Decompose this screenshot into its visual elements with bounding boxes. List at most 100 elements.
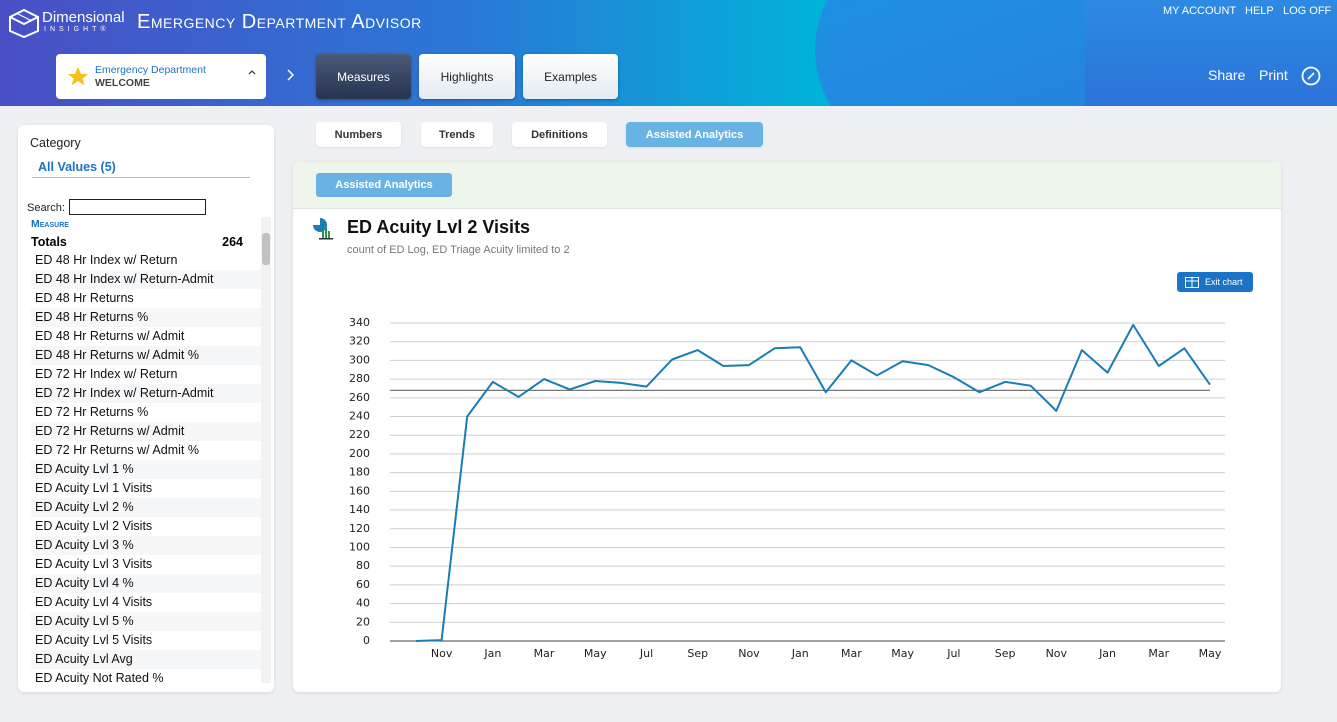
- x-tick-label: Jan: [1098, 647, 1116, 660]
- exit-chart-label: Exit chart: [1205, 277, 1243, 287]
- y-tick-label: 340: [349, 316, 370, 329]
- all-values[interactable]: All Values (5): [38, 160, 116, 174]
- assisted-analytics-button[interactable]: Assisted Analytics: [316, 173, 452, 197]
- data-line: [415, 323, 1211, 642]
- chevron: [287, 69, 294, 81]
- chart-panel: Assisted Analytics Exit chart ED Acuity …: [293, 162, 1281, 692]
- measure-item[interactable]: ED 72 Hr Index w/ Return-Admit: [31, 384, 263, 403]
- selector-arrows: [248, 70, 256, 75]
- chart-icon: [313, 218, 333, 240]
- measure-item[interactable]: ED Acuity Lvl 4 %: [31, 574, 263, 593]
- measure-item[interactable]: ED Acuity Lvl 2 %: [31, 498, 263, 517]
- totals-label: Totals: [31, 235, 67, 249]
- measure-item[interactable]: ED Acuity Lvl 4 Visits: [35, 595, 153, 609]
- divider: [32, 177, 250, 178]
- logo-icon: [9, 8, 39, 38]
- chart-subtitle: count of ED Log, ED Triage Acuity limite…: [347, 244, 570, 256]
- scroll-thumb[interactable]: [262, 233, 270, 265]
- y-tick-label: 80: [356, 559, 370, 572]
- y-tick-label: 140: [349, 503, 370, 516]
- measure-item[interactable]: ED Acuity Lvl 3 %: [31, 536, 263, 555]
- header: Dimensional INSIGHT® Emergency Departmen…: [0, 0, 1337, 106]
- y-tick-label: 200: [349, 447, 370, 460]
- brand: Dimensional: [42, 9, 125, 26]
- y-tick-label: 20: [356, 615, 370, 628]
- y-tick-label: 240: [349, 410, 370, 423]
- totals-value: 264: [222, 235, 243, 249]
- measure-item[interactable]: ED Acuity Lvl 1 Visits: [35, 481, 153, 495]
- measure-item[interactable]: ED Acuity Lvl 2 Visits: [35, 519, 153, 533]
- tab[interactable]: Highlights: [419, 54, 515, 99]
- category-label: Category: [30, 136, 81, 150]
- y-tick-label: 60: [356, 578, 370, 591]
- measure-item[interactable]: ED 72 Hr Returns %: [35, 405, 149, 419]
- exit-chart-button[interactable]: Exit chart: [1177, 272, 1253, 292]
- y-tick-label: 220: [349, 428, 370, 441]
- measure-item[interactable]: ED 72 Hr Returns w/ Admit %: [35, 443, 199, 457]
- x-tick-label: Jan: [791, 647, 809, 660]
- measure-header: Measure: [31, 218, 69, 230]
- x-tick-label: Mar: [1148, 647, 1169, 660]
- open-icon[interactable]: [1301, 66, 1321, 86]
- x-tick-label: May: [891, 647, 914, 660]
- nav-link[interactable]: HELP: [1245, 5, 1274, 17]
- x-tick-label: Nov: [738, 647, 760, 660]
- panel-toolbar: [293, 162, 1281, 209]
- y-tick-label: 280: [349, 372, 370, 385]
- chart: ED Acuity Lvl 2 Visits count of ED Log, …: [347, 217, 1225, 660]
- y-tick-label: 260: [349, 391, 370, 404]
- measure-item[interactable]: ED 48 Hr Returns w/ Admit: [35, 329, 185, 343]
- subtab[interactable]: Definitions: [512, 122, 607, 147]
- nav-link[interactable]: MY ACCOUNT: [1163, 5, 1237, 17]
- x-tick-label: Jul: [639, 647, 653, 660]
- subtab-active[interactable]: Assisted Analytics: [626, 122, 763, 147]
- search-input[interactable]: [69, 199, 206, 215]
- measure-item[interactable]: ED Acuity Not Rated %: [35, 671, 164, 685]
- brand-sub: INSIGHT®: [44, 26, 110, 33]
- dashboard-selector[interactable]: Emergency Department WELCOME: [56, 54, 266, 99]
- measure-item[interactable]: ED 48 Hr Returns: [35, 291, 134, 305]
- print-button[interactable]: Print: [1259, 67, 1288, 83]
- x-tick-label: Sep: [687, 647, 708, 660]
- measure-item[interactable]: ED Acuity Lvl 3 Visits: [35, 557, 153, 571]
- y-tick-label: 320: [349, 335, 370, 348]
- star-icon: [68, 67, 88, 86]
- measure-item[interactable]: ED 72 Hr Returns w/ Admit: [31, 422, 263, 441]
- x-tick-label: May: [1199, 647, 1222, 660]
- measure-item[interactable]: ED Acuity Lvl 5 Visits: [35, 633, 153, 647]
- measure-item[interactable]: ED Acuity Lvl Avg: [31, 650, 263, 669]
- x-tick-label: Mar: [841, 647, 862, 660]
- header-shape: [1085, 0, 1337, 106]
- y-tick-label: 180: [349, 466, 370, 479]
- sidebar: Category All Values (5) Search: Measure …: [18, 125, 274, 692]
- share-button[interactable]: Share: [1208, 67, 1246, 83]
- y-tick-label: 40: [356, 597, 370, 610]
- tab[interactable]: Examples: [523, 54, 618, 99]
- scrollbar[interactable]: [261, 217, 271, 683]
- measure-item[interactable]: ED 72 Hr Index w/ Return: [35, 367, 178, 381]
- measure-item[interactable]: ED 48 Hr Returns w/ Admit %: [31, 346, 263, 365]
- x-tick-label: Mar: [534, 647, 555, 660]
- y-tick-label: 120: [349, 522, 370, 535]
- search-label: Search:: [27, 202, 65, 214]
- x-tick-label: Jul: [946, 647, 960, 660]
- measure-item[interactable]: ED 48 Hr Index w/ Return: [35, 253, 178, 267]
- measure-item[interactable]: ED 48 Hr Index w/ Return-Admit: [31, 270, 263, 289]
- nav-link[interactable]: LOG OFF: [1283, 5, 1332, 17]
- x-tick-label: May: [584, 647, 607, 660]
- table-icon: [1185, 276, 1199, 288]
- tab-active[interactable]: Measures: [316, 54, 411, 99]
- measure-item[interactable]: ED 48 Hr Returns %: [31, 308, 263, 327]
- measure-item[interactable]: ED Acuity Lvl 1 %: [31, 460, 263, 479]
- measure-item[interactable]: ED Acuity Lvl 5 %: [31, 612, 263, 631]
- measure-list: ED 48 Hr Index w/ Return ED 48 Hr Index w…: [4, 251, 264, 686]
- y-tick-label: 0: [363, 634, 370, 647]
- x-tick-label: Nov: [431, 647, 453, 660]
- x-tick-label: Nov: [1046, 647, 1068, 660]
- subtab[interactable]: Trends: [421, 122, 493, 147]
- y-tick-label: 160: [349, 484, 370, 497]
- x-tick-label: Sep: [995, 647, 1016, 660]
- subtab[interactable]: Numbers: [316, 122, 401, 147]
- selector-subtitle: WELCOME: [95, 77, 150, 89]
